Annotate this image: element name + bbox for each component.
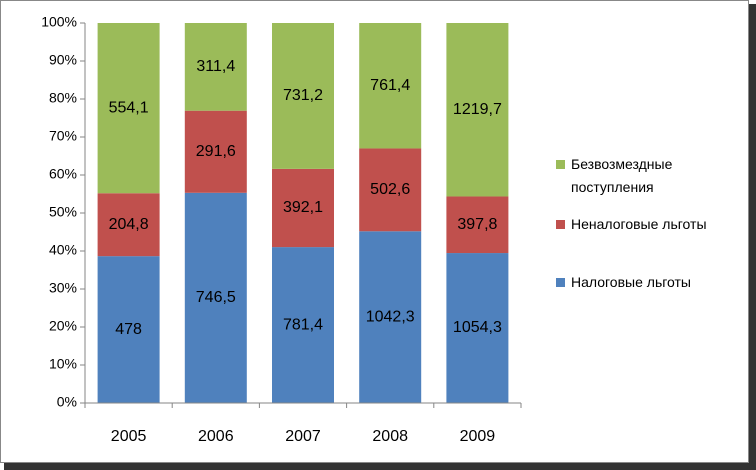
bar-segment bbox=[184, 23, 247, 111]
bar-segment bbox=[359, 23, 422, 149]
x-tick-label: 2008 bbox=[372, 428, 408, 445]
bar-segment bbox=[184, 192, 247, 403]
y-tick-label: 70% bbox=[49, 128, 77, 144]
legend-label: Безвозмездные поступления bbox=[571, 156, 673, 195]
data-label: 731,2 bbox=[283, 87, 323, 104]
data-label: 554,1 bbox=[109, 99, 149, 116]
y-tick-label: 30% bbox=[49, 280, 77, 296]
y-tick-label: 90% bbox=[49, 52, 77, 68]
bar-segment bbox=[97, 193, 160, 257]
data-label: 291,6 bbox=[196, 143, 236, 160]
y-tick-label: 0% bbox=[57, 394, 77, 410]
x-tick-label: 2006 bbox=[198, 428, 234, 445]
data-label: 1042,3 bbox=[366, 308, 415, 325]
legend-swatch bbox=[556, 278, 565, 287]
data-label: 502,6 bbox=[370, 181, 410, 198]
legend-label: Неналоговые льготы bbox=[571, 216, 707, 232]
data-label: 746,5 bbox=[196, 289, 236, 306]
data-label: 392,1 bbox=[283, 199, 323, 216]
data-label: 204,8 bbox=[109, 216, 149, 233]
bar-segment bbox=[272, 23, 334, 169]
data-label: 397,8 bbox=[457, 216, 497, 233]
x-tick-label: 2005 bbox=[111, 428, 147, 445]
data-label: 781,4 bbox=[283, 316, 323, 333]
legend-label: Налоговые льготы bbox=[571, 274, 691, 290]
data-label: 1054,3 bbox=[453, 319, 502, 336]
legend-entry: Налоговые льготы bbox=[556, 271, 736, 294]
bar-segment bbox=[446, 196, 509, 254]
legend-entry: Безвозмездные поступления bbox=[556, 153, 736, 199]
y-tick-label: 50% bbox=[49, 204, 77, 220]
bar-segment bbox=[272, 247, 334, 403]
data-label: 1219,7 bbox=[453, 101, 502, 118]
y-tick-label: 20% bbox=[49, 318, 77, 334]
bar-segment bbox=[97, 23, 160, 194]
legend-swatch bbox=[556, 160, 565, 169]
y-tick-label: 40% bbox=[49, 242, 77, 258]
bar-segment bbox=[97, 256, 160, 403]
y-tick-label: 80% bbox=[49, 90, 77, 106]
bar-segment bbox=[359, 231, 422, 403]
data-label: 761,4 bbox=[370, 77, 410, 94]
shadow bbox=[4, 463, 756, 470]
bar-segment bbox=[272, 168, 334, 248]
bar-segment bbox=[446, 23, 509, 197]
data-label: 311,4 bbox=[196, 58, 235, 75]
y-tick-label: 100% bbox=[41, 14, 77, 30]
x-tick-label: 2009 bbox=[460, 428, 496, 445]
data-label: 478 bbox=[115, 321, 142, 338]
bar-segment bbox=[184, 110, 247, 193]
x-tick-label: 2007 bbox=[285, 428, 321, 445]
shadow bbox=[749, 4, 756, 470]
y-tick-label: 60% bbox=[49, 166, 77, 182]
bar-segment bbox=[359, 148, 422, 232]
legend-swatch bbox=[556, 220, 565, 229]
bar-segment bbox=[446, 253, 509, 403]
legend-entry: Неналоговые льготы bbox=[556, 213, 736, 236]
y-tick-label: 10% bbox=[49, 356, 77, 372]
